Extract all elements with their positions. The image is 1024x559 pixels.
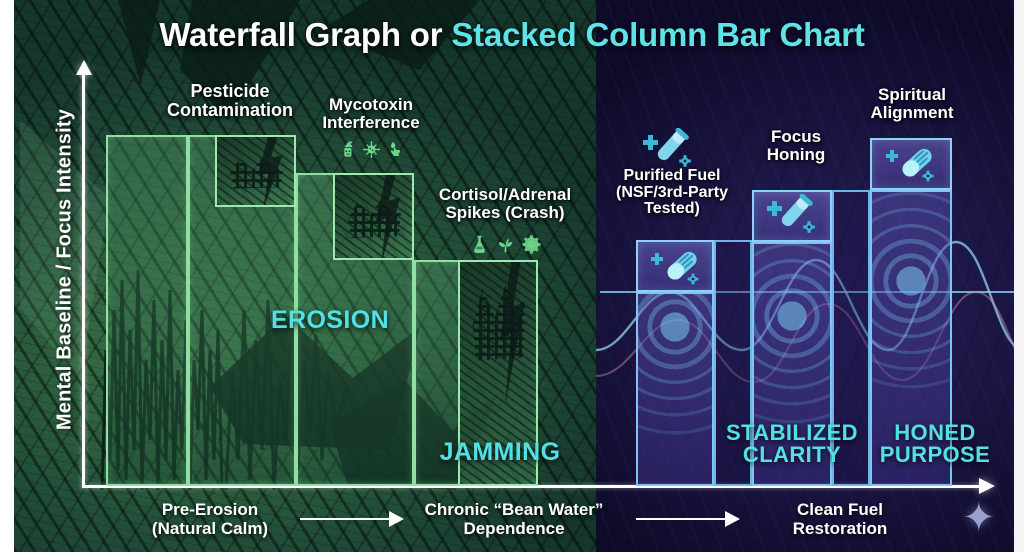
label-mycotoxin-interference: Mycotoxin Interference (296, 96, 446, 131)
phase-label-erosion: EROSION (270, 306, 390, 334)
x-category-chronic-bean-water: Chronic “Bean Water” Dependence (398, 500, 630, 538)
x-category-clean-fuel-restoration: Clean Fuel Restoration (740, 500, 940, 538)
bar-cap-mycotoxin-interference (333, 173, 414, 260)
capsule-cross-gear-icon (651, 251, 699, 285)
phase-label-line-1: HONED (894, 420, 976, 445)
x-category-line-1: Clean Fuel (797, 500, 883, 519)
gear-icon (521, 235, 541, 254)
hand-droplet-icon (390, 141, 401, 156)
bar-purified-fuel[interactable] (636, 292, 714, 486)
right-white-margin (1014, 0, 1024, 559)
label-cortisol-adrenal-spikes: Cortisol/Adrenal Spikes (Crash) (410, 186, 600, 221)
label-line-1: Pesticide (190, 81, 270, 101)
bar-cap-cortisol-adrenal-spikes (458, 260, 538, 486)
label-line-1: Focus (770, 127, 822, 146)
label-line-1: Mycotoxin (328, 95, 414, 114)
sprout-icon (498, 238, 512, 253)
x-category-line-2: Dependence (463, 519, 565, 539)
arrow-head-icon (725, 511, 740, 527)
label-line-2: (NSF/3rd-Party (615, 183, 729, 201)
bar-connector-2 (832, 190, 870, 486)
label-spiritual-alignment: Spiritual Alignment (850, 86, 974, 121)
y-axis-arrow-icon (76, 60, 92, 75)
phase-label-stabilized-clarity: STABILIZED CLARITY (712, 420, 872, 468)
ripple-rings (638, 294, 712, 443)
label-line-2: Spikes (Crash) (445, 202, 565, 222)
label-line-1: Purified Fuel (623, 167, 721, 184)
label-line-2: Interference (322, 112, 420, 132)
left-white-margin (0, 0, 14, 559)
x-category-line-1: Chronic “Bean Water” (424, 500, 604, 519)
arrow-head-icon (389, 511, 404, 527)
label-line-1: Cortisol/Adrenal (438, 185, 572, 204)
x-category-line-1: Pre-Erosion (161, 500, 259, 519)
arrow-line (300, 518, 390, 520)
capsule-cross-gear-icon (886, 148, 934, 182)
bottom-white-margin (0, 552, 1024, 559)
bar-cap-pesticide-contamination (215, 135, 296, 207)
cross-testtube-gear-icon (643, 128, 691, 167)
x-category-pre-erosion: Pre-Erosion (Natural Calm) (110, 500, 310, 538)
x-category-line-2: Restoration (792, 519, 888, 539)
x-axis-line (82, 485, 982, 488)
x-progress-arrow-1 (300, 508, 404, 530)
phase-label-line-2: PURPOSE (879, 442, 991, 468)
label-focus-honing: Focus Honing (742, 128, 850, 163)
page-title: Waterfall Graph or Stacked Column Bar Ch… (0, 16, 1024, 54)
x-progress-arrow-2 (636, 508, 740, 530)
label-line-2: Alignment (870, 102, 954, 122)
page-title-cyan: Stacked Column Bar Chart (451, 16, 865, 53)
label-pesticide-contamination: Pesticide Contamination (150, 82, 310, 119)
phase-label-jamming: JAMMING (439, 438, 561, 466)
label-line-3: Tested) (644, 200, 700, 218)
y-axis-line (82, 70, 85, 488)
cross-testtube-gear-icon (767, 194, 815, 233)
bar-connector-1 (714, 240, 752, 486)
ripple-rings (872, 192, 950, 397)
label-line-2: Honing (766, 144, 826, 164)
phase-label-line-2: CLARITY (742, 442, 842, 468)
phase-label-line-1: STABILIZED (726, 420, 858, 445)
ripple-rings (754, 244, 830, 432)
y-axis-label: Mental Baseline / Focus Intensity (53, 108, 76, 431)
bar-baseline[interactable] (106, 135, 188, 486)
label-line-1: Spiritual (877, 85, 946, 104)
icon-row-mycotoxin (296, 140, 446, 159)
phase-label-honed-purpose: HONED PURPOSE (866, 420, 1004, 468)
x-category-line-2: (Natural Calm) (151, 519, 269, 539)
poison-spray-icon (343, 141, 352, 157)
flask-icon (473, 235, 485, 253)
arrow-line (636, 518, 726, 520)
x-axis-arrow-icon (979, 478, 995, 494)
label-line-2: Contamination (167, 99, 293, 120)
bar-focus-honing[interactable] (752, 242, 832, 486)
icon-row-cortisol (410, 234, 600, 255)
page-title-white: Waterfall Graph or (159, 16, 452, 53)
sparkle-icon: ✦ (962, 496, 996, 540)
virus-icon (362, 141, 380, 158)
bar-spiritual-alignment[interactable] (870, 190, 952, 486)
label-purified-fuel: Purified Fuel (NSF/3rd-Party Tested) (598, 167, 746, 218)
